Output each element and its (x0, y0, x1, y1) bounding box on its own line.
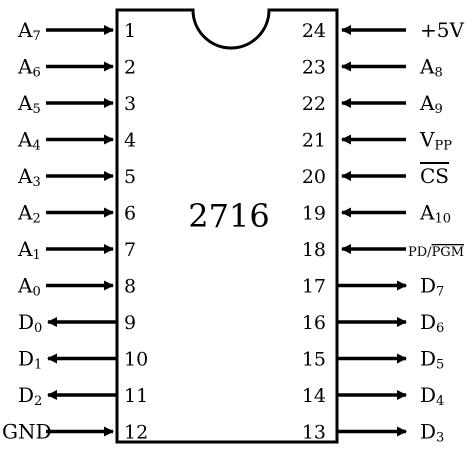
pin-16-d6-number: 16 (302, 312, 326, 334)
pin-18-pdpgm-number: 18 (302, 239, 326, 261)
pin-1-a7-label: A7 (17, 18, 41, 44)
pin-19-a10-label: A10 (419, 201, 451, 227)
pin-5-a3: 5 A3 (17, 164, 136, 190)
pin-24-5v: 24 +5V (302, 18, 465, 42)
pin-2-a6-label: A6 (17, 55, 41, 81)
pin-10-d1-number: 10 (124, 349, 148, 371)
pin-13-d3-number: 13 (302, 422, 326, 444)
pin-10-d1-label: D1 (18, 347, 42, 373)
pin-20-cs-number: 20 (302, 166, 326, 188)
pin-16-d6: 16 D6 (302, 310, 445, 336)
pin-22-a9: 22 A9 (302, 91, 443, 117)
pin-5-a3-label: A3 (17, 164, 41, 190)
chip-body (115, 8, 339, 444)
pin-14-d4: 14 D4 (302, 383, 445, 409)
pin-8-a0-label: A0 (17, 274, 41, 300)
pin-8-a0-number: 8 (124, 276, 136, 298)
pin-2-a6-number: 2 (124, 57, 136, 79)
pin-12-gnd-label: GND (2, 420, 52, 444)
pin-6-a2: 6 A2 (17, 201, 136, 227)
pin-17-d7: 17 D7 (302, 274, 445, 300)
pin-4-a4-label: A4 (17, 128, 41, 154)
pin-19-a10-number: 19 (302, 203, 326, 225)
pin-8-a0: 8 A0 (17, 274, 136, 300)
pin-6-a2-label: A2 (17, 201, 41, 227)
pin-4-a4: 4 A4 (17, 128, 136, 154)
pin-21-vpp: 21 VPP (302, 128, 452, 154)
pin-6-a2-number: 6 (124, 203, 136, 225)
pins-group: 1 A7 2 A6 3 A5 4 A4 5 A3 6 A2 7 A1 8 A0 9 D0 10 D1 11 D2 12 GND… (2, 18, 464, 446)
pin-7-a1: 7 A1 (17, 237, 136, 263)
pin-11-d2-number: 11 (124, 385, 148, 407)
pin-22-a9-number: 22 (302, 93, 326, 115)
pin-19-a10: 19 A10 (302, 201, 451, 227)
pin-5-a3-number: 5 (124, 166, 136, 188)
pin-15-d5-label: D5 (420, 347, 444, 373)
pin-3-a5-number: 3 (124, 93, 136, 115)
pin-3-a5-label: A5 (17, 91, 41, 117)
pin-12-gnd-number: 12 (124, 422, 148, 444)
pin-13-d3: 13 D3 (302, 420, 445, 446)
pin-20-cs-label: CS (420, 164, 449, 188)
pin-1-a7: 1 A7 (17, 18, 136, 44)
pin-12-gnd: 12 GND (2, 420, 148, 444)
pin-23-a8-label: A8 (419, 55, 443, 81)
pin-15-d5: 15 D5 (302, 347, 445, 373)
pin-23-a8-number: 23 (302, 57, 326, 79)
pin-22-a9-label: A9 (419, 91, 443, 117)
pin-4-a4-number: 4 (124, 130, 136, 152)
pin-24-5v-label: +5V (420, 18, 464, 42)
pin-23-a8: 23 A8 (302, 55, 443, 81)
pin-9-d0-label: D0 (18, 310, 42, 336)
pin-9-d0: 9 D0 (18, 310, 136, 336)
pin-1-a7-number: 1 (124, 20, 136, 42)
pin-10-d1: 10 D1 (18, 347, 148, 373)
pin-3-a5: 3 A5 (17, 91, 136, 117)
pin-11-d2: 11 D2 (18, 383, 148, 409)
pin-9-d0-number: 9 (124, 312, 136, 334)
pin-16-d6-label: D6 (420, 310, 444, 336)
pin-15-d5-number: 15 (302, 349, 326, 371)
pin-20-cs: 20 CS (302, 164, 449, 188)
pin-24-5v-number: 24 (302, 20, 326, 42)
pin-7-a1-number: 7 (124, 239, 136, 261)
pin-17-d7-number: 17 (302, 276, 326, 298)
pin-21-vpp-label: VPP (419, 128, 452, 154)
chip-part-label: 2716 (188, 197, 269, 235)
pin-13-d3-label: D3 (420, 420, 444, 446)
pin-17-d7-label: D7 (420, 274, 444, 300)
pin-21-vpp-number: 21 (302, 130, 326, 152)
pin-11-d2-label: D2 (18, 383, 42, 409)
pin-18-pdpgm: 18 PD/PGM (302, 239, 464, 261)
pin-2-a6: 2 A6 (17, 55, 136, 81)
pin-14-d4-label: D4 (420, 383, 444, 409)
pin-18-pdpgm-label: PD/PGM (408, 245, 464, 260)
pin-14-d4-number: 14 (302, 385, 326, 407)
pin-7-a1-label: A1 (17, 237, 41, 263)
